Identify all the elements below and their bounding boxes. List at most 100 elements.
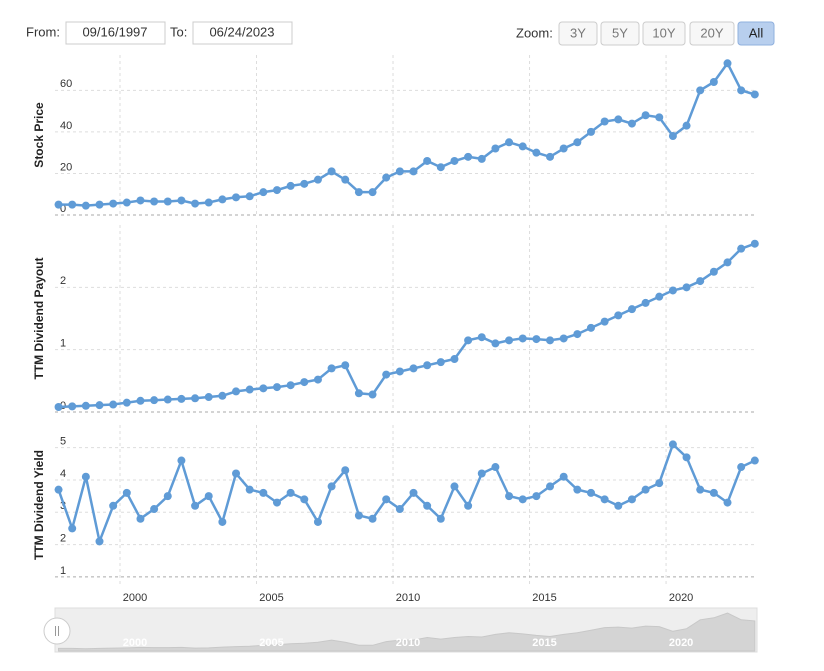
point — [464, 501, 473, 510]
zoom-button[interactable] — [737, 21, 775, 46]
point — [436, 358, 445, 367]
point — [436, 163, 445, 172]
point — [354, 389, 363, 398]
from-value[interactable]: 09/16/1997 — [82, 24, 147, 39]
point — [395, 167, 404, 176]
point — [368, 188, 377, 197]
point — [682, 283, 691, 292]
point — [532, 335, 541, 344]
point — [191, 394, 200, 403]
point — [464, 152, 473, 161]
point — [696, 86, 705, 95]
zoom-label: Zoom: — [516, 25, 553, 40]
from-input[interactable] — [65, 21, 166, 45]
point — [327, 482, 336, 491]
point — [586, 127, 595, 136]
point — [382, 173, 391, 182]
y-tick-label: 2 — [60, 275, 66, 287]
point — [546, 482, 555, 491]
navigator-label: 2010 — [396, 637, 420, 649]
point — [395, 367, 404, 376]
point — [409, 167, 418, 176]
point — [573, 485, 582, 494]
point — [668, 440, 677, 449]
x-tick-label: 2005 — [259, 592, 283, 604]
point — [313, 375, 322, 384]
zoom-button-label[interactable]: 10Y — [652, 25, 675, 40]
point — [177, 196, 186, 205]
zoom-button-label[interactable]: 5Y — [612, 25, 628, 40]
from-label: From: — [26, 24, 60, 39]
zoom-button[interactable] — [642, 21, 686, 46]
navigator-handle[interactable] — [43, 617, 71, 645]
point — [81, 201, 90, 210]
point — [259, 384, 268, 393]
x-tick-label: 2000 — [123, 592, 147, 604]
point — [300, 179, 309, 188]
point — [341, 175, 350, 184]
point — [723, 258, 732, 267]
point — [177, 456, 186, 465]
point — [627, 495, 636, 504]
point — [600, 317, 609, 326]
y-tick-label: 20 — [60, 161, 72, 173]
point — [600, 117, 609, 126]
point — [122, 488, 131, 497]
x-tick-label: 2020 — [669, 592, 693, 604]
point — [477, 469, 486, 478]
point — [95, 537, 104, 546]
point — [354, 188, 363, 197]
point — [109, 199, 118, 208]
y-axis-title: TTM Dividend Payout — [32, 257, 46, 379]
zoom-button[interactable] — [600, 21, 640, 46]
point — [750, 90, 759, 99]
point — [546, 152, 555, 161]
point — [546, 336, 555, 345]
point — [54, 485, 63, 494]
point — [491, 463, 500, 472]
y-tick-label: 4 — [60, 468, 66, 480]
point — [750, 456, 759, 465]
point — [68, 402, 77, 411]
point — [218, 517, 227, 526]
point — [341, 361, 350, 370]
x-tick-label: 2010 — [396, 592, 420, 604]
point — [95, 401, 104, 410]
point — [573, 330, 582, 339]
point — [395, 505, 404, 514]
point — [641, 111, 650, 120]
point — [614, 501, 623, 510]
point — [559, 472, 568, 481]
point — [218, 391, 227, 400]
point — [327, 364, 336, 373]
to-input[interactable] — [192, 21, 293, 45]
to-value[interactable]: 06/24/2023 — [209, 24, 274, 39]
zoom-button-label[interactable]: 3Y — [570, 25, 586, 40]
point — [122, 398, 131, 407]
zoom-button[interactable] — [689, 21, 735, 46]
point — [737, 244, 746, 253]
point — [354, 511, 363, 520]
point — [409, 364, 418, 373]
zoom-button-label[interactable]: All — [749, 25, 764, 40]
x-tick-label: 2015 — [532, 592, 556, 604]
point — [136, 196, 145, 205]
y-axis-title: TTM Dividend Yield — [32, 450, 46, 560]
point — [259, 488, 268, 497]
point — [327, 167, 336, 176]
point — [641, 298, 650, 307]
point — [491, 339, 500, 348]
point — [95, 200, 104, 209]
point — [573, 138, 582, 147]
point — [245, 192, 254, 201]
y-tick-label: 40 — [60, 120, 72, 132]
point — [177, 394, 186, 403]
to-label: To: — [170, 24, 187, 39]
zoom-button-label[interactable]: 20Y — [700, 25, 723, 40]
zoom-button[interactable] — [558, 21, 598, 46]
point — [313, 175, 322, 184]
point — [150, 505, 159, 514]
point — [423, 501, 432, 510]
point — [109, 400, 118, 409]
